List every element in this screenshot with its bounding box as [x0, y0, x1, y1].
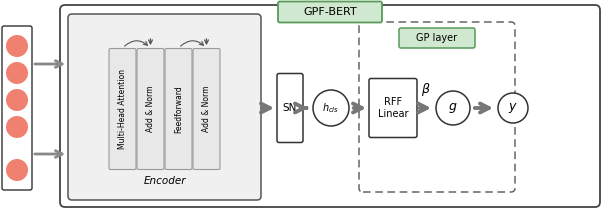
Text: $\beta$: $\beta$ [421, 81, 430, 98]
Text: Feedforward: Feedforward [174, 85, 183, 133]
Text: Add & Norm: Add & Norm [146, 86, 155, 132]
Text: SN: SN [283, 103, 297, 113]
FancyBboxPatch shape [277, 73, 303, 143]
Circle shape [313, 90, 349, 126]
Text: GP layer: GP layer [416, 33, 458, 43]
FancyBboxPatch shape [369, 78, 417, 138]
FancyBboxPatch shape [165, 49, 192, 170]
Text: $h_{cls}$: $h_{cls}$ [322, 101, 340, 115]
FancyBboxPatch shape [278, 2, 382, 22]
Text: Add & Norm: Add & Norm [202, 86, 211, 132]
Text: $g$: $g$ [448, 101, 458, 115]
FancyBboxPatch shape [193, 49, 220, 170]
FancyBboxPatch shape [68, 14, 261, 200]
Circle shape [6, 89, 28, 111]
FancyBboxPatch shape [2, 26, 32, 190]
Text: Multi-Head Attention: Multi-Head Attention [118, 69, 127, 149]
FancyBboxPatch shape [60, 5, 600, 207]
Circle shape [6, 35, 28, 57]
Circle shape [498, 93, 528, 123]
Text: RFF
Linear: RFF Linear [378, 97, 408, 119]
FancyBboxPatch shape [399, 28, 475, 48]
Circle shape [6, 159, 28, 181]
Text: GPF-BERT: GPF-BERT [303, 7, 357, 17]
Text: $y$: $y$ [508, 101, 518, 115]
Text: Encoder: Encoder [143, 176, 186, 186]
Circle shape [6, 62, 28, 84]
Circle shape [436, 91, 470, 125]
FancyBboxPatch shape [109, 49, 136, 170]
FancyBboxPatch shape [137, 49, 164, 170]
Circle shape [6, 116, 28, 138]
